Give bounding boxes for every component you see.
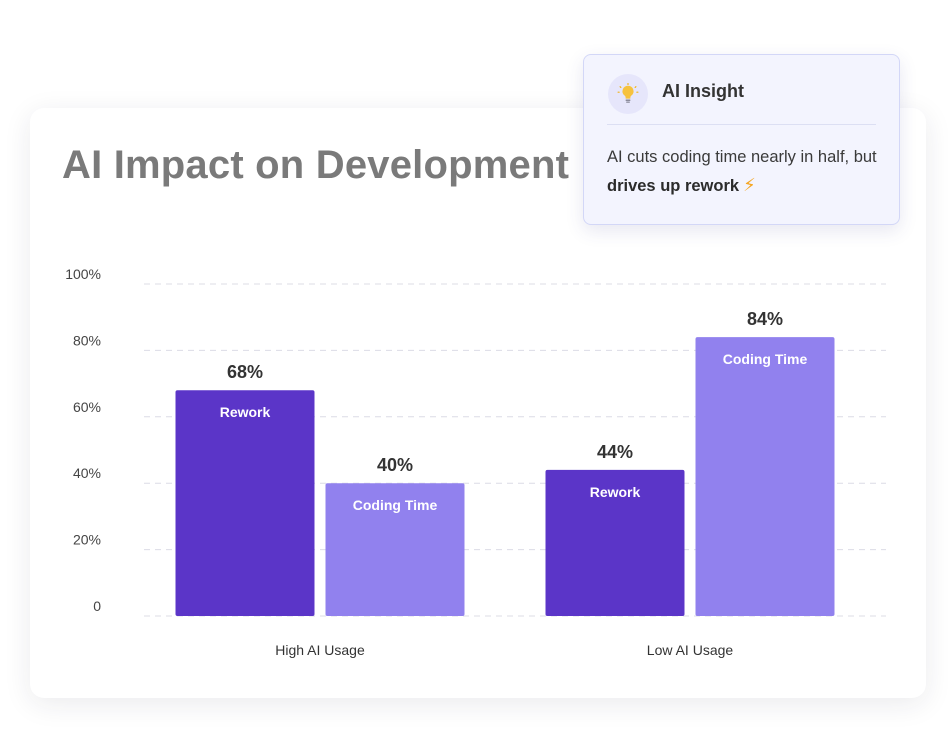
insight-card: AI Insight AI cuts coding time nearly in…: [583, 54, 900, 225]
y-tick-label: 100%: [65, 266, 101, 282]
y-axis-ticks: 0 20% 40% 60% 80% 100%: [65, 266, 101, 614]
bar-coding-time: [695, 337, 835, 616]
bar-rework: [175, 390, 315, 616]
insight-body-emphasis: drives up rework: [607, 177, 740, 195]
x-category-label: High AI Usage: [275, 642, 365, 658]
y-tick-label: 60%: [73, 399, 101, 415]
insight-divider: [607, 124, 876, 125]
y-tick-label: 20%: [73, 532, 101, 548]
lightbulb-icon: [608, 74, 648, 114]
y-tick-label: 40%: [73, 465, 101, 481]
insight-body-text: AI cuts coding time nearly in half, but: [607, 148, 877, 166]
bar-series-label: Rework: [220, 404, 271, 420]
insight-title: AI Insight: [662, 81, 744, 101]
bar-series-label: Coding Time: [353, 497, 438, 513]
bar-rework: [545, 469, 685, 616]
bar-coding-time: [325, 483, 465, 616]
lightning-icon: ⚡: [743, 175, 756, 195]
x-axis-categories: High AI Usage Low AI Usage: [275, 642, 733, 658]
chart-title: AI Impact on Development: [62, 143, 570, 187]
y-tick-label: 80%: [73, 332, 101, 348]
bar-value-label: 44%: [597, 442, 633, 462]
y-tick-label: 0: [93, 598, 101, 614]
bar-series-label: Coding Time: [723, 351, 808, 367]
bars: Rework 68% Coding Time 40% Rework 44% Coding T…: [175, 309, 835, 616]
bar-value-label: 68%: [227, 362, 263, 382]
insight-body: AI cuts coding time nearly in half, but …: [607, 143, 889, 200]
bar-series-label: Rework: [590, 484, 641, 500]
x-category-label: Low AI Usage: [647, 642, 734, 658]
bar-value-label: 40%: [377, 455, 413, 475]
bar-value-label: 84%: [747, 309, 783, 329]
